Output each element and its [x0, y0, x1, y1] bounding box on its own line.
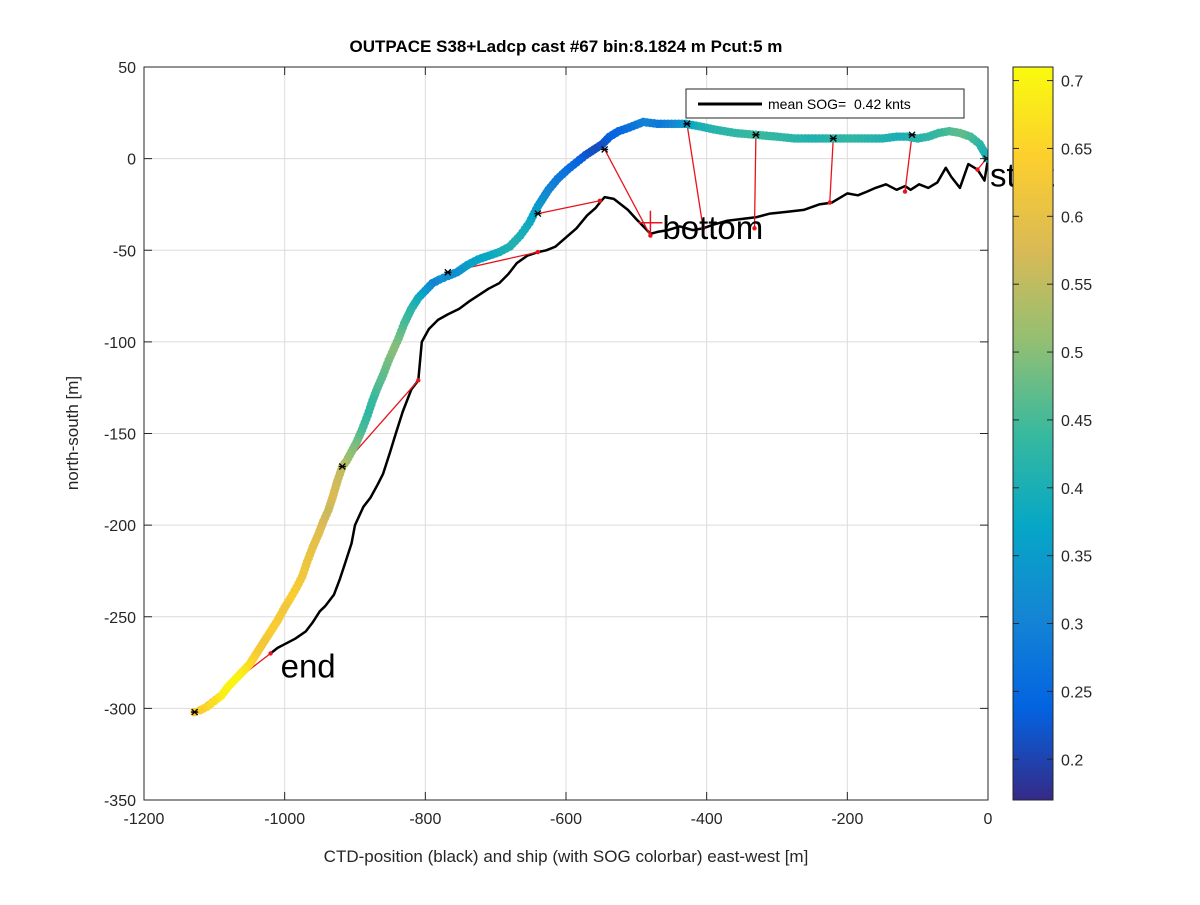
- colorbar-tick-label: 0.2: [1061, 752, 1083, 769]
- annotation-end: end: [281, 647, 336, 684]
- ctd-marker: [827, 200, 832, 205]
- y-tick-label: 50: [118, 60, 136, 77]
- connector-line: [904, 134, 913, 192]
- ctd-track-line: [269, 158, 988, 655]
- ship-marker: [601, 146, 609, 153]
- colorbar-tick-label: 0.3: [1061, 617, 1083, 634]
- colorbar-tick-label: 0.25: [1061, 684, 1092, 701]
- ship-marker: [444, 268, 452, 276]
- x-tick-label: -200: [831, 811, 863, 828]
- connector-line: [753, 134, 757, 229]
- ctd-marker: [268, 651, 273, 656]
- colorbar-tick-label: 0.45: [1061, 413, 1092, 430]
- y-tick-label: -100: [104, 335, 136, 352]
- colorbar-tick-label: 0.7: [1061, 74, 1083, 91]
- ctd-track: [269, 158, 988, 655]
- x-tick-label: -1000: [264, 811, 305, 828]
- ctd-marker: [975, 167, 980, 172]
- y-tick-label: 0: [127, 152, 136, 169]
- connector-line: [686, 123, 704, 229]
- colorbar-tick-label: 0.35: [1061, 549, 1092, 566]
- annotation-bottom: bottom: [662, 209, 763, 246]
- ship-marker: [191, 708, 199, 716]
- ship-marker: [752, 131, 760, 139]
- x-axis-ticks: -1200 -1000 -800 -600 -400 -200 0: [124, 67, 993, 828]
- connector-line: [537, 200, 600, 215]
- colorbar-tick-label: 0.55: [1061, 277, 1092, 294]
- ctd-marker: [416, 378, 421, 383]
- connector-line: [829, 138, 834, 203]
- x-tick-label: -800: [409, 811, 441, 828]
- x-tick-label: 0: [984, 811, 993, 828]
- y-axis-label: north-south [m]: [63, 376, 82, 490]
- legend-label: mean SOG= 0.42 knts: [768, 96, 911, 112]
- x-tick-label: -600: [550, 811, 582, 828]
- ctd-marker: [597, 198, 602, 203]
- y-tick-label: -150: [104, 427, 136, 444]
- colorbar-tick-label: 0.4: [1061, 481, 1083, 498]
- x-tick-label: -1200: [124, 811, 165, 828]
- ctd-marker: [535, 249, 541, 255]
- x-tick-label: -400: [691, 811, 723, 828]
- y-tick-label: -250: [104, 610, 136, 627]
- ctd-marker: [902, 189, 908, 194]
- ship-marker: [683, 120, 691, 128]
- connector-line: [604, 149, 651, 236]
- chart-title: OUTPACE S38+Ladcp cast #67 bin:8.1824 m …: [350, 37, 783, 56]
- ship-marker: [534, 210, 542, 218]
- ship-marker: [338, 463, 346, 470]
- ship-marker: [829, 135, 837, 142]
- ctd-marker: [752, 226, 757, 231]
- y-tick-label: -350: [104, 793, 136, 810]
- colorbar-ticks: 0.2 0.25 0.3 0.35 0.4 0.45 0.5 0.55 0.6 0.65 0.7: [1013, 74, 1092, 769]
- y-axis-ticks: -350 -300 -250 -200 -150 -100 -50 0 50: [104, 60, 988, 810]
- ship-marker: [908, 131, 916, 139]
- bottom-marker: [638, 210, 663, 235]
- colorbar-tick-label: 0.5: [1061, 345, 1083, 362]
- y-tick-label: -300: [104, 701, 136, 718]
- colorbar-bar: [1012, 66, 1054, 801]
- y-tick-label: -50: [113, 243, 136, 260]
- colorbar-tick-label: 0.6: [1061, 209, 1083, 226]
- y-tick-label: -200: [104, 518, 136, 535]
- x-axis-label: CTD-position (black) and ship (with SOG …: [324, 847, 809, 866]
- ctd-marker: [700, 226, 706, 231]
- colorbar-tick-label: 0.65: [1061, 141, 1092, 158]
- ctd-marker: [648, 233, 653, 238]
- colorbar: 0.2 0.25 0.3 0.35 0.4 0.45 0.5 0.55 0.6 0.65 0.7: [1012, 66, 1092, 801]
- legend: mean SOG= 0.42 knts: [685, 88, 965, 119]
- connector-endpoints: [191, 120, 988, 716]
